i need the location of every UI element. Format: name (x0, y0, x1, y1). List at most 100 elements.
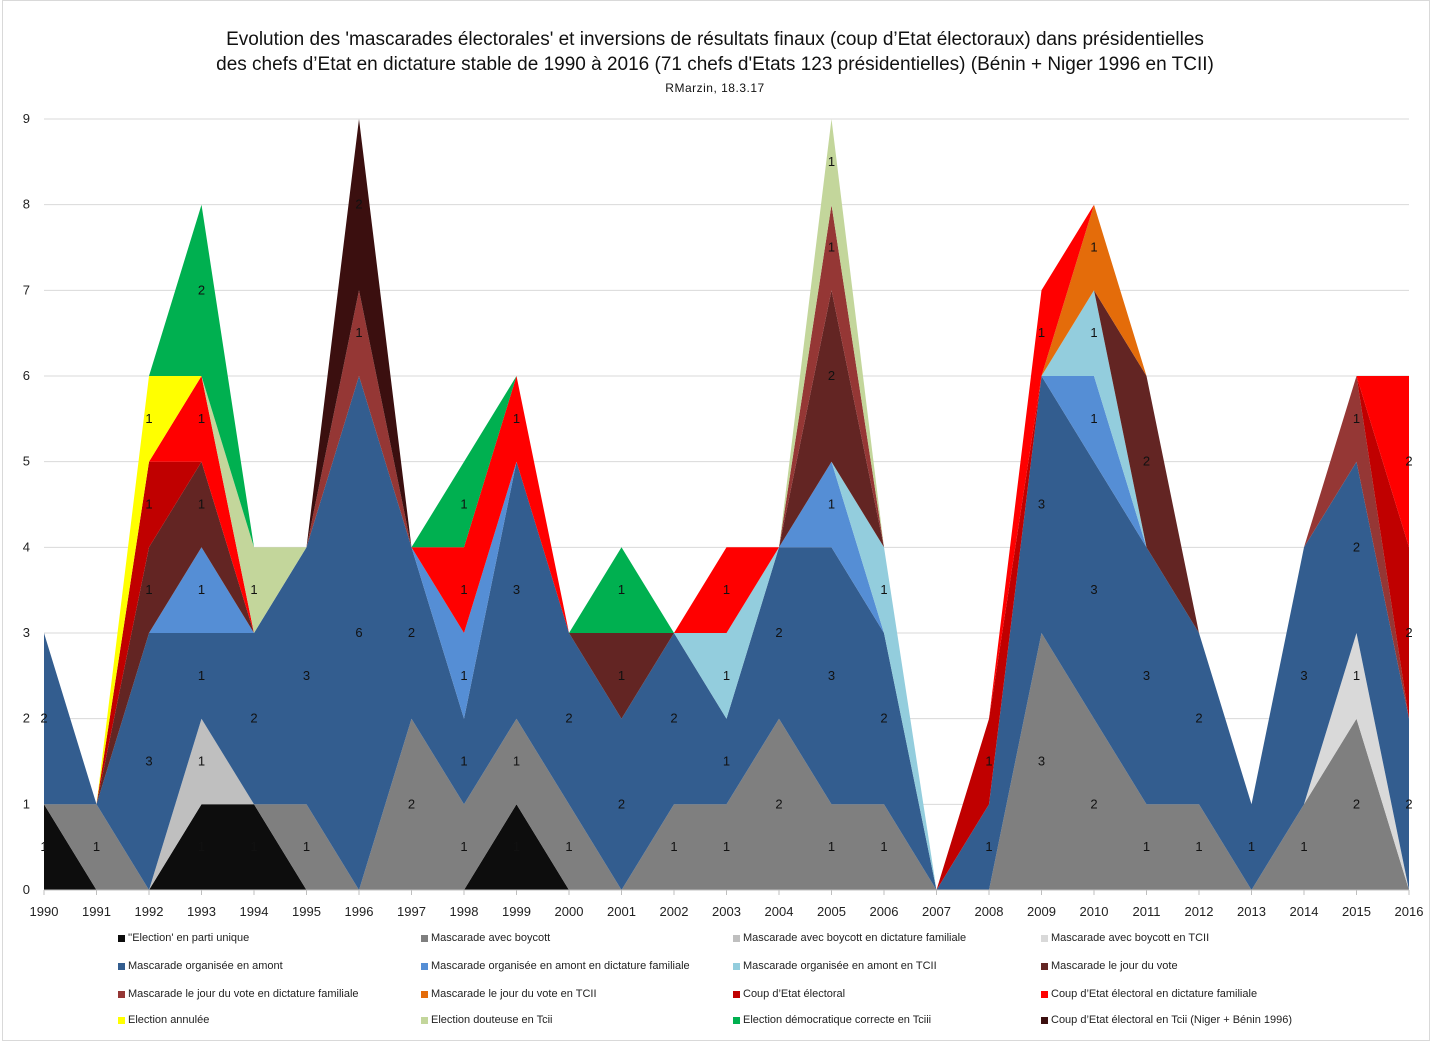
data-label: 2 (250, 711, 257, 726)
legend-label: Coup d’Etat électoral (743, 988, 846, 1000)
data-label: 1 (460, 668, 467, 683)
x-tick-label: 2000 (555, 904, 584, 919)
legend-label: Mascarade le jour du vote en dictature f… (128, 988, 359, 1000)
legend-label: Mascarade le jour du vote en TCII (431, 988, 597, 1000)
y-tick-label: 1 (23, 796, 30, 811)
x-tick-label: 2003 (712, 904, 741, 919)
legend-swatch (118, 990, 125, 998)
data-label: 1 (40, 839, 47, 854)
x-tick-label: 2013 (1237, 904, 1266, 919)
data-label: 1 (198, 668, 205, 683)
legend-label: Election annulée (128, 1014, 210, 1026)
x-tick-label: 1992 (135, 904, 164, 919)
y-tick-label: 7 (23, 282, 30, 297)
x-tick-label: 2001 (607, 904, 636, 919)
data-label: 1 (355, 325, 362, 340)
x-tick-label: 2010 (1080, 904, 1109, 919)
data-label: 1 (880, 582, 887, 597)
legend-item: Coup d’Etat électoral en Tcii (Niger + B… (1041, 1014, 1292, 1026)
data-label: 2 (1353, 796, 1360, 811)
x-tick-label: 2006 (870, 904, 899, 919)
x-tick-label: 2015 (1342, 904, 1371, 919)
legend-label: Election démocratique correcte en Tciii (743, 1014, 932, 1026)
data-label: 2 (1090, 796, 1097, 811)
legend-item: Mascarade avec boycott (421, 932, 550, 944)
data-label: 2 (408, 625, 415, 640)
legend-item: Mascarade organisée en amont (118, 960, 283, 972)
chart-credit: RMarzin, 18.3.17 (665, 81, 765, 95)
data-label: 1 (460, 754, 467, 769)
legend-swatch (421, 934, 428, 942)
data-label: 1 (670, 839, 677, 854)
x-tick-label: 2014 (1290, 904, 1319, 919)
legend-item: Election démocratique correcte en Tciii (733, 1014, 931, 1026)
legend-swatch (733, 1016, 740, 1024)
x-tick-label: 1993 (187, 904, 216, 919)
x-tick-label: 1999 (502, 904, 531, 919)
data-label: 1 (1143, 839, 1150, 854)
data-label: 2 (1405, 625, 1412, 640)
data-label: 1 (198, 582, 205, 597)
data-label: 2 (828, 368, 835, 383)
legend-item: Mascarade le jour du vote en dictature f… (118, 988, 359, 1000)
data-label: 1 (1353, 668, 1360, 683)
legend-swatch (421, 1016, 428, 1024)
data-label: 1 (198, 497, 205, 512)
legend-swatch (118, 934, 125, 942)
legend-label: Mascarade organisée en amont en TCII (743, 960, 937, 972)
data-label: 1 (618, 582, 625, 597)
area-series-12 (44, 204, 1409, 890)
data-label: 1 (303, 839, 310, 854)
legend-swatch (1041, 962, 1048, 970)
data-label: 1 (460, 582, 467, 597)
data-label: 2 (670, 711, 677, 726)
data-label: 2 (1405, 796, 1412, 811)
data-label: 1 (198, 839, 205, 854)
legend-label: Coup d’Etat électoral en dictature famil… (1051, 988, 1258, 1000)
legend-swatch (421, 962, 428, 970)
legend-label: Election douteuse en Tcii (431, 1014, 553, 1026)
x-tick-label: 1995 (292, 904, 321, 919)
legend-swatch (421, 990, 428, 998)
y-tick-label: 3 (23, 625, 30, 640)
y-tick-label: 4 (23, 539, 30, 554)
x-tick-label: 2012 (1185, 904, 1214, 919)
data-label: 1 (1038, 325, 1045, 340)
legend-item: Mascarade organisée en amont en TCII (733, 960, 937, 972)
data-label: 1 (880, 839, 887, 854)
legend-label: Coup d’Etat électoral en Tcii (Niger + B… (1051, 1014, 1293, 1026)
data-label: 1 (513, 839, 520, 854)
x-tick-label: 1998 (450, 904, 479, 919)
legend-label: Mascarade avec boycott (431, 932, 551, 944)
legend-item: Coup d’Etat électoral en dictature famil… (1041, 988, 1257, 1000)
data-label: 1 (198, 411, 205, 426)
y-tick-label: 8 (23, 197, 30, 212)
legend-item: ''Election' en parti unique (118, 932, 249, 944)
data-label: 1 (985, 839, 992, 854)
y-tick-label: 5 (23, 454, 30, 469)
x-tick-label: 2002 (660, 904, 689, 919)
data-label: 1 (1195, 839, 1202, 854)
data-label: 1 (1090, 240, 1097, 255)
chart-title-line2: des chefs d’Etat en dictature stable de … (216, 54, 1214, 75)
data-label: 2 (1353, 539, 1360, 554)
data-label: 1 (93, 839, 100, 854)
data-label: 2 (198, 282, 205, 297)
legend-swatch (733, 990, 740, 998)
y-tick-label: 6 (23, 368, 30, 383)
legend-swatch (733, 934, 740, 942)
data-label: 1 (828, 240, 835, 255)
legend-item: Mascarade avec boycott en TCII (1041, 932, 1209, 944)
data-label: 1 (828, 154, 835, 169)
data-label: 1 (198, 754, 205, 769)
x-tick-label: 2009 (1027, 904, 1056, 919)
legend-item: Coup d’Etat électoral (733, 988, 845, 1000)
x-tick-label: 1990 (30, 904, 59, 919)
legend-label: Mascarade avec boycott en TCII (1051, 932, 1210, 944)
legend-item: Mascarade avec boycott en dictature fami… (733, 932, 966, 944)
data-label: 1 (723, 668, 730, 683)
data-label: 2 (1195, 711, 1202, 726)
legend-item: Election annulée (118, 1014, 209, 1026)
y-tick-label: 0 (23, 882, 30, 897)
x-tick-label: 2005 (817, 904, 846, 919)
